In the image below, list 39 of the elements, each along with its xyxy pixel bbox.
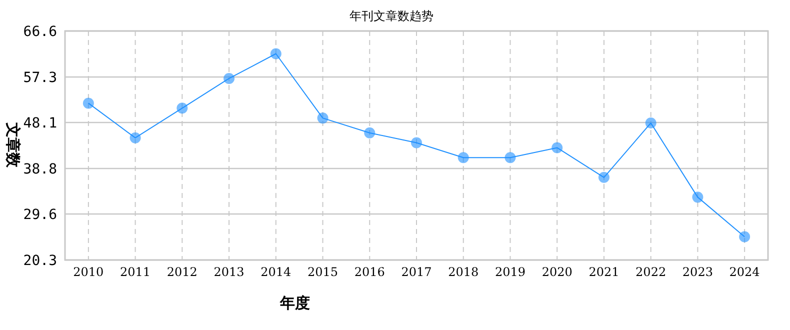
x-tick-label: 2019	[494, 265, 526, 279]
point	[364, 127, 376, 138]
y-tick-label: 66.6	[23, 24, 57, 40]
x-axis-title: 年度	[279, 294, 310, 312]
point	[692, 192, 704, 203]
point	[552, 142, 563, 154]
x-tick-label: 2021	[588, 265, 620, 279]
x-tick-label: 2012	[166, 265, 198, 279]
y-tick-label: 20.3	[23, 253, 57, 269]
x-tick-label: 2022	[636, 265, 666, 279]
x-tick-label: 2013	[214, 265, 244, 279]
point	[739, 231, 750, 242]
y-tick-label: 57.3	[23, 70, 57, 86]
x-tick-label: 2024	[729, 265, 760, 279]
x-tick-label: 2023	[682, 265, 713, 279]
point	[645, 117, 656, 128]
chart-title: 年刊文章数趋势	[350, 9, 434, 23]
point	[411, 137, 422, 148]
point	[176, 102, 188, 114]
x-tick-label: 2011	[120, 265, 151, 279]
y-tick-label: 29.6	[23, 207, 57, 223]
x-tick-label: 2015	[307, 265, 338, 279]
point	[82, 98, 94, 109]
point	[458, 152, 469, 164]
x-tick-label: 2020	[542, 265, 572, 279]
y-axis-title: 文章数	[4, 122, 22, 168]
point	[224, 72, 235, 84]
point	[270, 48, 282, 60]
point	[130, 132, 141, 144]
point	[317, 112, 328, 124]
x-tick-label: 2014	[260, 265, 292, 279]
y-tick-label: 38.8	[23, 162, 57, 178]
point	[598, 172, 610, 183]
x-tick-label: 2016	[354, 265, 385, 279]
x-tick-label: 2010	[73, 265, 104, 279]
y-tick-label: 48.1	[23, 116, 57, 132]
x-tick-label: 2018	[448, 265, 479, 279]
point	[504, 152, 516, 164]
x-tick-label: 2017	[401, 265, 432, 279]
